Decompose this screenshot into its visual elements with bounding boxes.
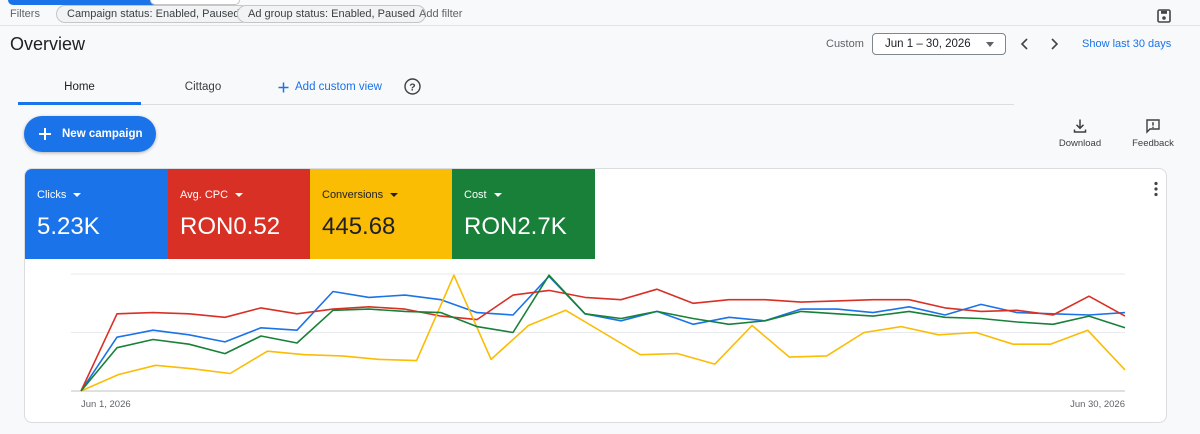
filters-label: Filters (10, 8, 40, 20)
show-last-30-days-link[interactable]: Show last 30 days (1082, 38, 1172, 50)
custom-label: Custom (826, 38, 864, 50)
metric-conversions-value: 445.68 (322, 213, 396, 240)
filter-chip-ad-group-status[interactable]: Ad group status: Enabled, Paused (237, 5, 426, 23)
tab-cittago-label: Cittago (184, 81, 222, 93)
new-campaign-label: New campaign (62, 128, 143, 140)
filter-bar: Filters Campaign status: Enabled, Paused… (0, 0, 1200, 26)
metric-conversions[interactable]: Conversions 445.68 (310, 169, 453, 259)
date-range-value: Jun 1 – 30, 2026 (885, 38, 971, 50)
x-axis-end-label: Jun 30, 2026 (1070, 399, 1125, 410)
metric-cost-label: Cost (464, 189, 487, 201)
save-icon[interactable] (1156, 8, 1172, 24)
caret-down-icon (986, 42, 994, 47)
metric-conversions-label-row: Conversions (322, 189, 441, 201)
dropdown-arrow-icon (493, 193, 502, 197)
series-line-clicks (80, 275, 1126, 392)
metric-avg-cpc[interactable]: Avg. CPC RON0.52 (168, 169, 311, 259)
metric-avg-cpc-value: RON0.52 (180, 213, 281, 240)
metric-clicks-label-row: Clicks (37, 189, 156, 201)
add-custom-view-button[interactable]: Add custom view (278, 72, 382, 102)
svg-text:?: ? (409, 81, 415, 93)
metric-clicks[interactable]: Clicks 5.23K (25, 169, 168, 259)
tab-cittago[interactable]: Cittago (158, 72, 248, 104)
date-range-select[interactable]: Jun 1 – 30, 2026 (872, 33, 1006, 55)
metric-cost-label-row: Cost (464, 189, 583, 201)
metric-avg-cpc-label: Avg. CPC (180, 189, 229, 201)
feedback-button[interactable]: Feedback (1123, 118, 1183, 149)
previous-period-button[interactable] (1015, 34, 1035, 54)
metric-cost-value: RON2.7K (464, 213, 567, 240)
active-tab-indicator (18, 102, 141, 105)
add-custom-view-label: Add custom view (295, 81, 382, 93)
chart-gridlines (71, 273, 1125, 392)
series-line-conversions (80, 274, 1126, 392)
download-label: Download (1058, 138, 1102, 149)
download-icon (1073, 119, 1087, 133)
dropdown-arrow-icon (73, 193, 82, 197)
metric-clicks-value: 5.23K (37, 213, 100, 240)
filter-chip-campaign-status[interactable]: Campaign status: Enabled, Paused (56, 5, 251, 23)
view-tabs: Home Cittago Add custom view ? (18, 72, 1014, 105)
series-line-cost (80, 274, 1126, 392)
plus-icon (278, 82, 289, 92)
page-title: Overview (10, 34, 86, 54)
x-axis-start-label: Jun 1, 2026 (81, 399, 131, 410)
series-line-avg-cpc (80, 288, 1126, 392)
chevron-right-icon (1051, 38, 1059, 50)
performance-line-chart: Jun 1, 2026 Jun 30, 2026 (71, 273, 1126, 410)
metric-conversions-label: Conversions (322, 189, 384, 201)
plus-icon (39, 128, 51, 140)
performance-card: Clicks 5.23K Avg. CPC RON0.52 Conversion… (24, 168, 1167, 423)
metric-cost[interactable]: Cost RON2.7K (452, 169, 595, 259)
metric-avg-cpc-label-row: Avg. CPC (180, 189, 299, 201)
chevron-left-icon (1020, 38, 1028, 50)
feedback-icon (1146, 119, 1160, 134)
next-period-button[interactable] (1044, 34, 1064, 54)
tab-home-label: Home (64, 81, 95, 93)
dropdown-arrow-icon (235, 193, 244, 197)
more-options-icon[interactable] (1151, 181, 1161, 197)
add-filter-link[interactable]: Add filter (419, 8, 463, 20)
tab-home[interactable]: Home (18, 72, 141, 104)
metric-clicks-label: Clicks (37, 189, 67, 201)
dropdown-arrow-icon (390, 193, 399, 197)
help-icon[interactable]: ? (404, 78, 421, 95)
feedback-label: Feedback (1132, 138, 1174, 149)
new-campaign-button[interactable]: New campaign (24, 116, 156, 152)
download-button[interactable]: Download (1050, 118, 1110, 149)
chart-series (80, 274, 1126, 392)
